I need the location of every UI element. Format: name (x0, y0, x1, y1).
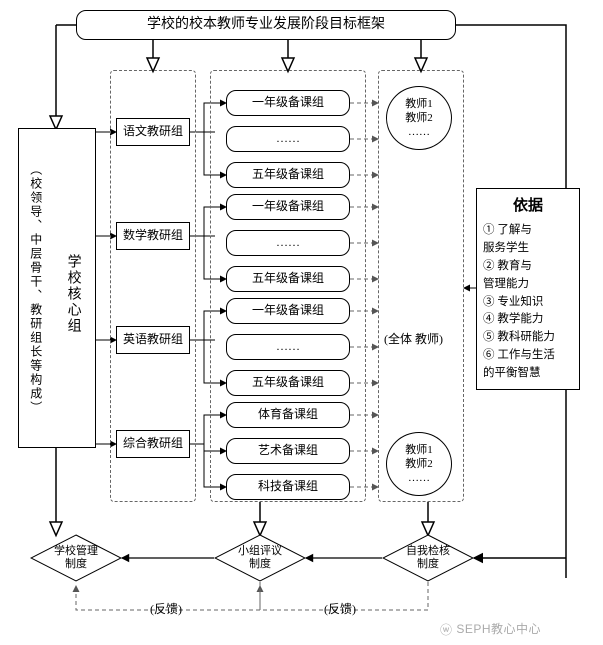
prep-item: 五年级备课组 (226, 370, 350, 396)
basis-item: 管理能力 (483, 276, 573, 294)
core-group-box: （校领导、中层骨干、教研组长等构成） 学校核心组 (18, 128, 96, 448)
prep-item: 一年级备课组 (226, 194, 350, 220)
diagram-root: 学校的校本教师专业发展阶段目标框架 （校领导、中层骨干、教研组长等构成） 学校核… (0, 0, 603, 645)
teacher-label: 教师1 (405, 443, 433, 457)
subject-label: 英语教研组 (123, 332, 183, 348)
basis-item: 的平衡智慧 (483, 365, 573, 383)
subject-box-1: 数学教研组 (116, 222, 190, 250)
core-parenthetical: （校领导、中层骨干、教研组长等构成） (27, 141, 44, 437)
teacher-label: 教师1 (405, 97, 433, 111)
teacher-label: 教师2 (405, 111, 433, 125)
prep-item-ellipsis: …… (226, 230, 350, 256)
wechat-icon: ⓦ (440, 623, 453, 637)
diamond-label: 自我检核 制度 (406, 545, 450, 570)
basis-item: ② 教育与 (483, 258, 573, 276)
teacher-label: …… (408, 471, 430, 485)
prep-item: 一年级备课组 (226, 298, 350, 324)
prep-item-ellipsis: …… (226, 126, 350, 152)
subject-label: 数学教研组 (123, 228, 183, 244)
title-box: 学校的校本教师专业发展阶段目标框架 (76, 10, 456, 40)
all-teachers-label: (全体 教师) (384, 330, 443, 347)
diamond-label: 小组评议 制度 (238, 545, 282, 570)
diamond-school-mgmt: 学校管理 制度 (30, 534, 122, 582)
prep-item-ellipsis: …… (226, 334, 350, 360)
basis-box: 依据 ① 了解与 服务学生 ② 教育与 管理能力 ③ 专业知识 ④ 教学能力 ⑤… (476, 188, 580, 390)
subject-box-3: 综合教研组 (116, 430, 190, 458)
diamond-group-review: 小组评议 制度 (214, 534, 306, 582)
teacher-label: …… (408, 125, 430, 139)
subject-box-2: 英语教研组 (116, 326, 190, 354)
prep-item: 艺术备课组 (226, 438, 350, 464)
feedback-label-1: (反馈) (150, 600, 182, 617)
basis-item: 服务学生 (483, 240, 573, 258)
prep-item: 五年级备课组 (226, 162, 350, 188)
basis-item: ⑤ 教科研能力 (483, 329, 573, 347)
basis-item: ⑥ 工作与生活 (483, 347, 573, 365)
subject-label: 综合教研组 (123, 436, 183, 452)
feedback-label-2: (反馈) (324, 600, 356, 617)
basis-item: ③ 专业知识 (483, 294, 573, 312)
watermark: ⓦ SEPH教心中心 (440, 620, 541, 637)
diamond-label: 学校管理 制度 (54, 545, 98, 570)
diamond-self-check: 自我检核 制度 (382, 534, 474, 582)
basis-item: ① 了解与 (483, 222, 573, 240)
prep-item: 五年级备课组 (226, 266, 350, 292)
prep-item: 一年级备课组 (226, 90, 350, 116)
core-label: 学校核心组 (63, 239, 83, 349)
prep-item: 科技备课组 (226, 474, 350, 500)
subject-label: 语文教研组 (123, 124, 183, 140)
prep-item: 体育备课组 (226, 402, 350, 428)
title-text: 学校的校本教师专业发展阶段目标框架 (147, 16, 385, 34)
teacher-circle-top: 教师1 教师2 …… (386, 86, 452, 150)
subject-box-0: 语文教研组 (116, 118, 190, 146)
teacher-circle-bottom: 教师1 教师2 …… (386, 432, 452, 496)
basis-item: ④ 教学能力 (483, 311, 573, 329)
teacher-label: 教师2 (405, 457, 433, 471)
basis-heading: 依据 (483, 195, 573, 218)
watermark-text: SEPH教心中心 (456, 622, 541, 636)
